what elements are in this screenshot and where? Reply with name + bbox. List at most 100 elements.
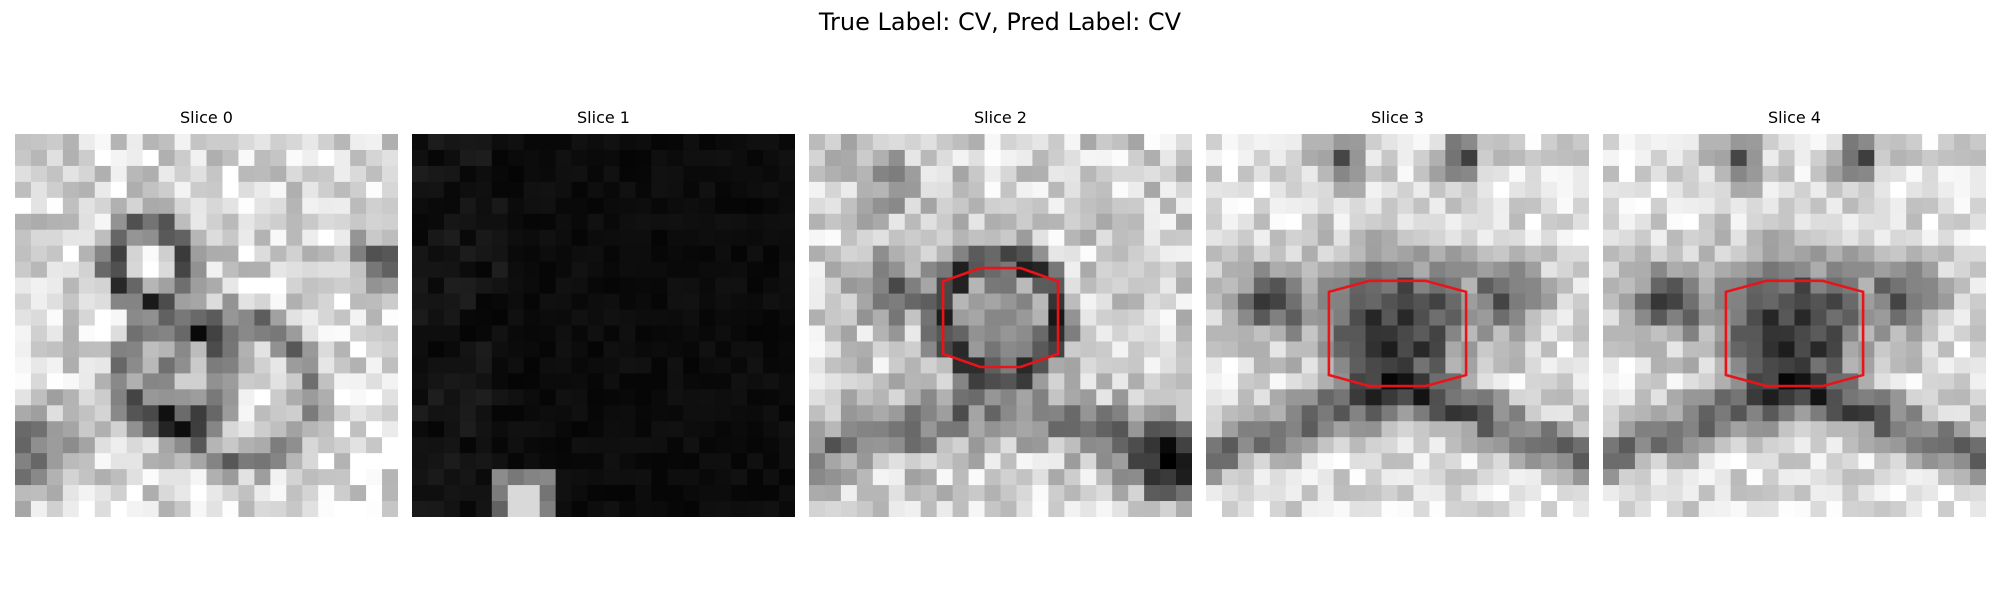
- slice-2-pixel: [1144, 181, 1161, 199]
- slice-0-pixel: [126, 213, 144, 231]
- slice-0-pixel: [142, 469, 160, 486]
- slice-4-pixel: [1634, 469, 1652, 486]
- slice-0-pixel: [334, 501, 351, 517]
- slice-2-pixel: [1112, 389, 1129, 406]
- slice-4-pixel: [1810, 421, 1828, 438]
- slice-3-pixel: [1381, 213, 1399, 231]
- slice-3-pixel: [1477, 453, 1494, 470]
- slice-1-pixel: [779, 213, 795, 231]
- slice-4-pixel: [1906, 181, 1923, 199]
- slice-4-pixel: [1778, 389, 1796, 406]
- slice-3-pixel: [1301, 325, 1319, 343]
- slice-0-pixel: [142, 181, 160, 199]
- slice-3-pixel: [1317, 261, 1335, 279]
- slice-1-pixel: [731, 134, 748, 151]
- slice-0-pixel: [78, 165, 96, 183]
- slice-1-pixel: [443, 181, 461, 199]
- slice-4-pixel: [1890, 325, 1907, 343]
- slice-0-pixel: [366, 229, 383, 247]
- slice-2-pixel: [1032, 405, 1049, 422]
- slice-0-pixel: [158, 213, 176, 231]
- slice-0-pixel: [126, 149, 144, 167]
- slice-3-pixel: [1237, 357, 1255, 374]
- slice-2-pixel: [904, 373, 922, 390]
- slice-4-pixel: [1938, 134, 1955, 151]
- slice-3-pixel: [1349, 405, 1367, 422]
- slice-3-pixel: [1557, 437, 1574, 454]
- slice-4-pixel: [1714, 437, 1732, 454]
- slice-0-pixel: [78, 501, 96, 517]
- slice-4-pixel: [1954, 149, 1971, 167]
- slice-1-pixel: [683, 373, 700, 390]
- slice-0-pixel: [286, 245, 303, 263]
- slice-3-pixel: [1413, 293, 1431, 311]
- slice-0-pixel: [286, 421, 303, 438]
- slice-3-pixel: [1333, 309, 1351, 327]
- slice-2-pixel: [1016, 245, 1034, 263]
- slice-3-pixel: [1269, 437, 1287, 454]
- slice-1-pixel: [683, 149, 700, 167]
- slice-3-pixel: [1429, 437, 1446, 454]
- slice-1-pixel: [779, 325, 795, 343]
- slice-2-pixel: [1176, 277, 1192, 295]
- slice-0-pixel: [286, 181, 303, 199]
- slice-2-pixel: [1128, 165, 1145, 183]
- slice-0-pixel: [350, 501, 367, 517]
- slice-3-pixel: [1301, 149, 1319, 167]
- slice-2-pixel: [1096, 357, 1113, 374]
- slice-2-pixel: [856, 341, 874, 359]
- slice-3-pixel: [1573, 245, 1589, 263]
- slice-0-pixel: [15, 501, 32, 517]
- slice-2-pixel: [984, 309, 1002, 327]
- slice-1-pixel: [427, 149, 445, 167]
- slice-2-pixel: [1144, 469, 1161, 486]
- slice-1-pixel: [539, 373, 557, 390]
- slice-1-pixel: [459, 245, 477, 263]
- slice-1-pixel: [603, 485, 621, 502]
- slice-4-pixel: [1954, 405, 1971, 422]
- slice-1-pixel: [427, 245, 445, 263]
- slice-4-pixel: [1650, 245, 1668, 263]
- slice-4-pixel: [1890, 229, 1907, 247]
- slice-4-pixel: [1746, 453, 1764, 470]
- slice-3-pixel: [1206, 341, 1223, 359]
- slice-1-pixel: [523, 341, 541, 359]
- slice-0-pixel: [254, 245, 271, 263]
- slice-0-pixel: [238, 357, 255, 374]
- slice-0-pixel: [334, 389, 351, 406]
- slice-0-pixel: [334, 325, 351, 343]
- slice-0-pixel: [190, 134, 208, 151]
- slice-3-pixel: [1365, 485, 1383, 502]
- slice-0-pixel: [318, 373, 335, 390]
- slice-1-pixel: [475, 134, 493, 151]
- slice-2-pixel: [1048, 325, 1065, 343]
- slice-1-pixel: [427, 229, 445, 247]
- slice-3-pixel: [1333, 357, 1351, 374]
- slice-1-pixel: [443, 341, 461, 359]
- slice-1-pixel: [555, 485, 573, 502]
- slice-4-pixel: [1666, 309, 1684, 327]
- slice-4-pixel: [1746, 229, 1764, 247]
- slice-0-pixel: [254, 134, 271, 151]
- slice-1-pixel: [427, 277, 445, 295]
- slice-1-pixel: [443, 357, 461, 374]
- slice-0-pixel: [15, 149, 32, 167]
- slice-2-pixel: [1080, 421, 1097, 438]
- slice-1-pixel: [571, 229, 589, 247]
- slice-3-pixel: [1525, 501, 1542, 517]
- slice-2-pixel: [1032, 293, 1049, 311]
- slice-4-pixel: [1794, 245, 1812, 263]
- slice-1-pixel: [412, 325, 429, 343]
- slice-1-pixel: [443, 293, 461, 311]
- slice-0-pixel: [366, 453, 383, 470]
- slice-3-pixel: [1445, 469, 1462, 486]
- slice-1-pixel: [587, 469, 605, 486]
- slice-2-pixel: [904, 469, 922, 486]
- slice-3-pixel: [1333, 389, 1351, 406]
- slice-3-pixel: [1349, 213, 1367, 231]
- slice-3-pixel: [1365, 389, 1383, 406]
- slice-2-pixel: [1160, 389, 1177, 406]
- slice-3-pixel: [1206, 245, 1223, 263]
- slice-0-pixel: [366, 165, 383, 183]
- slice-2-pixel: [1080, 485, 1097, 502]
